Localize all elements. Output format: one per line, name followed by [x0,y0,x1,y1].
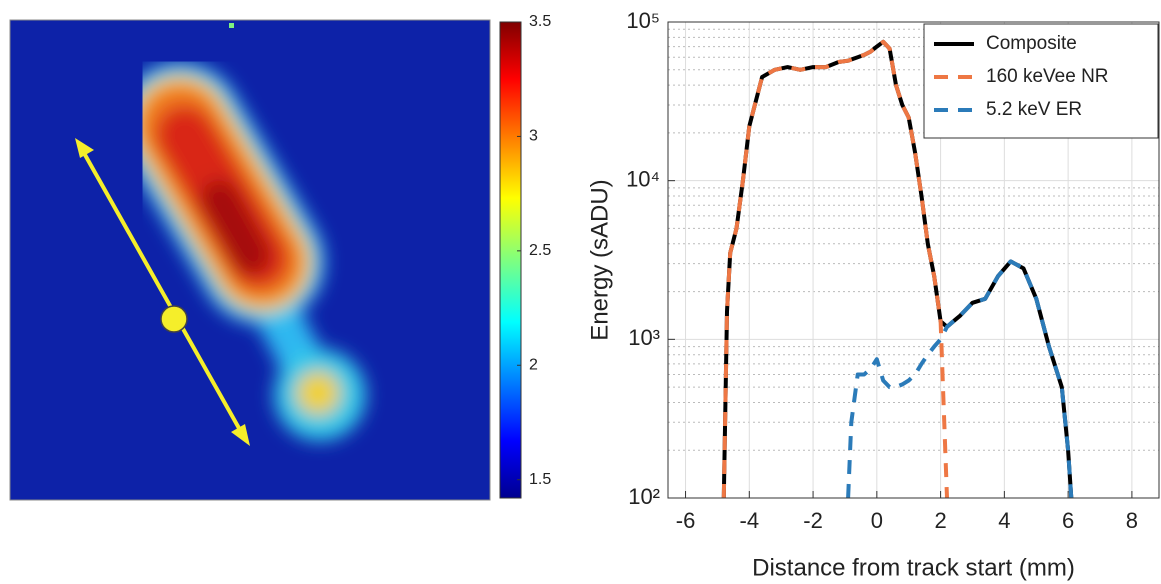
x-axis-label: Distance from track start (mm) [752,554,1075,581]
y-tick-label: 10² [628,484,660,509]
series-line [846,259,1074,499]
arrow-head [75,138,94,158]
legend-label: Composite [986,33,1077,54]
x-tick-label: -2 [803,508,823,533]
legend-label: 5.2 keV ER [986,99,1082,120]
arrow-head [231,424,250,446]
x-tick-label: 4 [998,508,1010,533]
track-image [10,20,490,500]
track-arrow [82,152,242,431]
colorbar-tick-label: 3.5 [529,13,551,30]
colorbar-tick-label: 2 [529,356,538,373]
colorbar-tick-label: 3 [529,128,538,145]
x-tick-label: 8 [1126,508,1138,533]
x-tick-label: -6 [676,508,696,533]
x-tick-label: 0 [871,508,883,533]
y-tick-label: 10⁵ [626,8,660,33]
series-line [721,39,949,499]
plot-frame [667,21,1160,499]
colorbar-tick-label: 1.5 [529,471,551,488]
colorbar-tick-label: 2.5 [529,242,551,259]
x-tick-label: 6 [1062,508,1074,533]
track-blob [117,62,366,441]
legend-label: 160 keVee NR [986,66,1109,87]
x-tick-label: 2 [934,508,946,533]
y-axis-label: Energy (sADU) [586,179,613,340]
y-tick-label: 10⁴ [626,166,660,191]
x-tick-label: -4 [740,508,760,533]
colorbar [499,21,522,499]
y-tick-label: 10³ [628,325,660,350]
track-start-marker [160,305,188,333]
image-frame [9,19,491,501]
hot-pixel [229,23,234,28]
